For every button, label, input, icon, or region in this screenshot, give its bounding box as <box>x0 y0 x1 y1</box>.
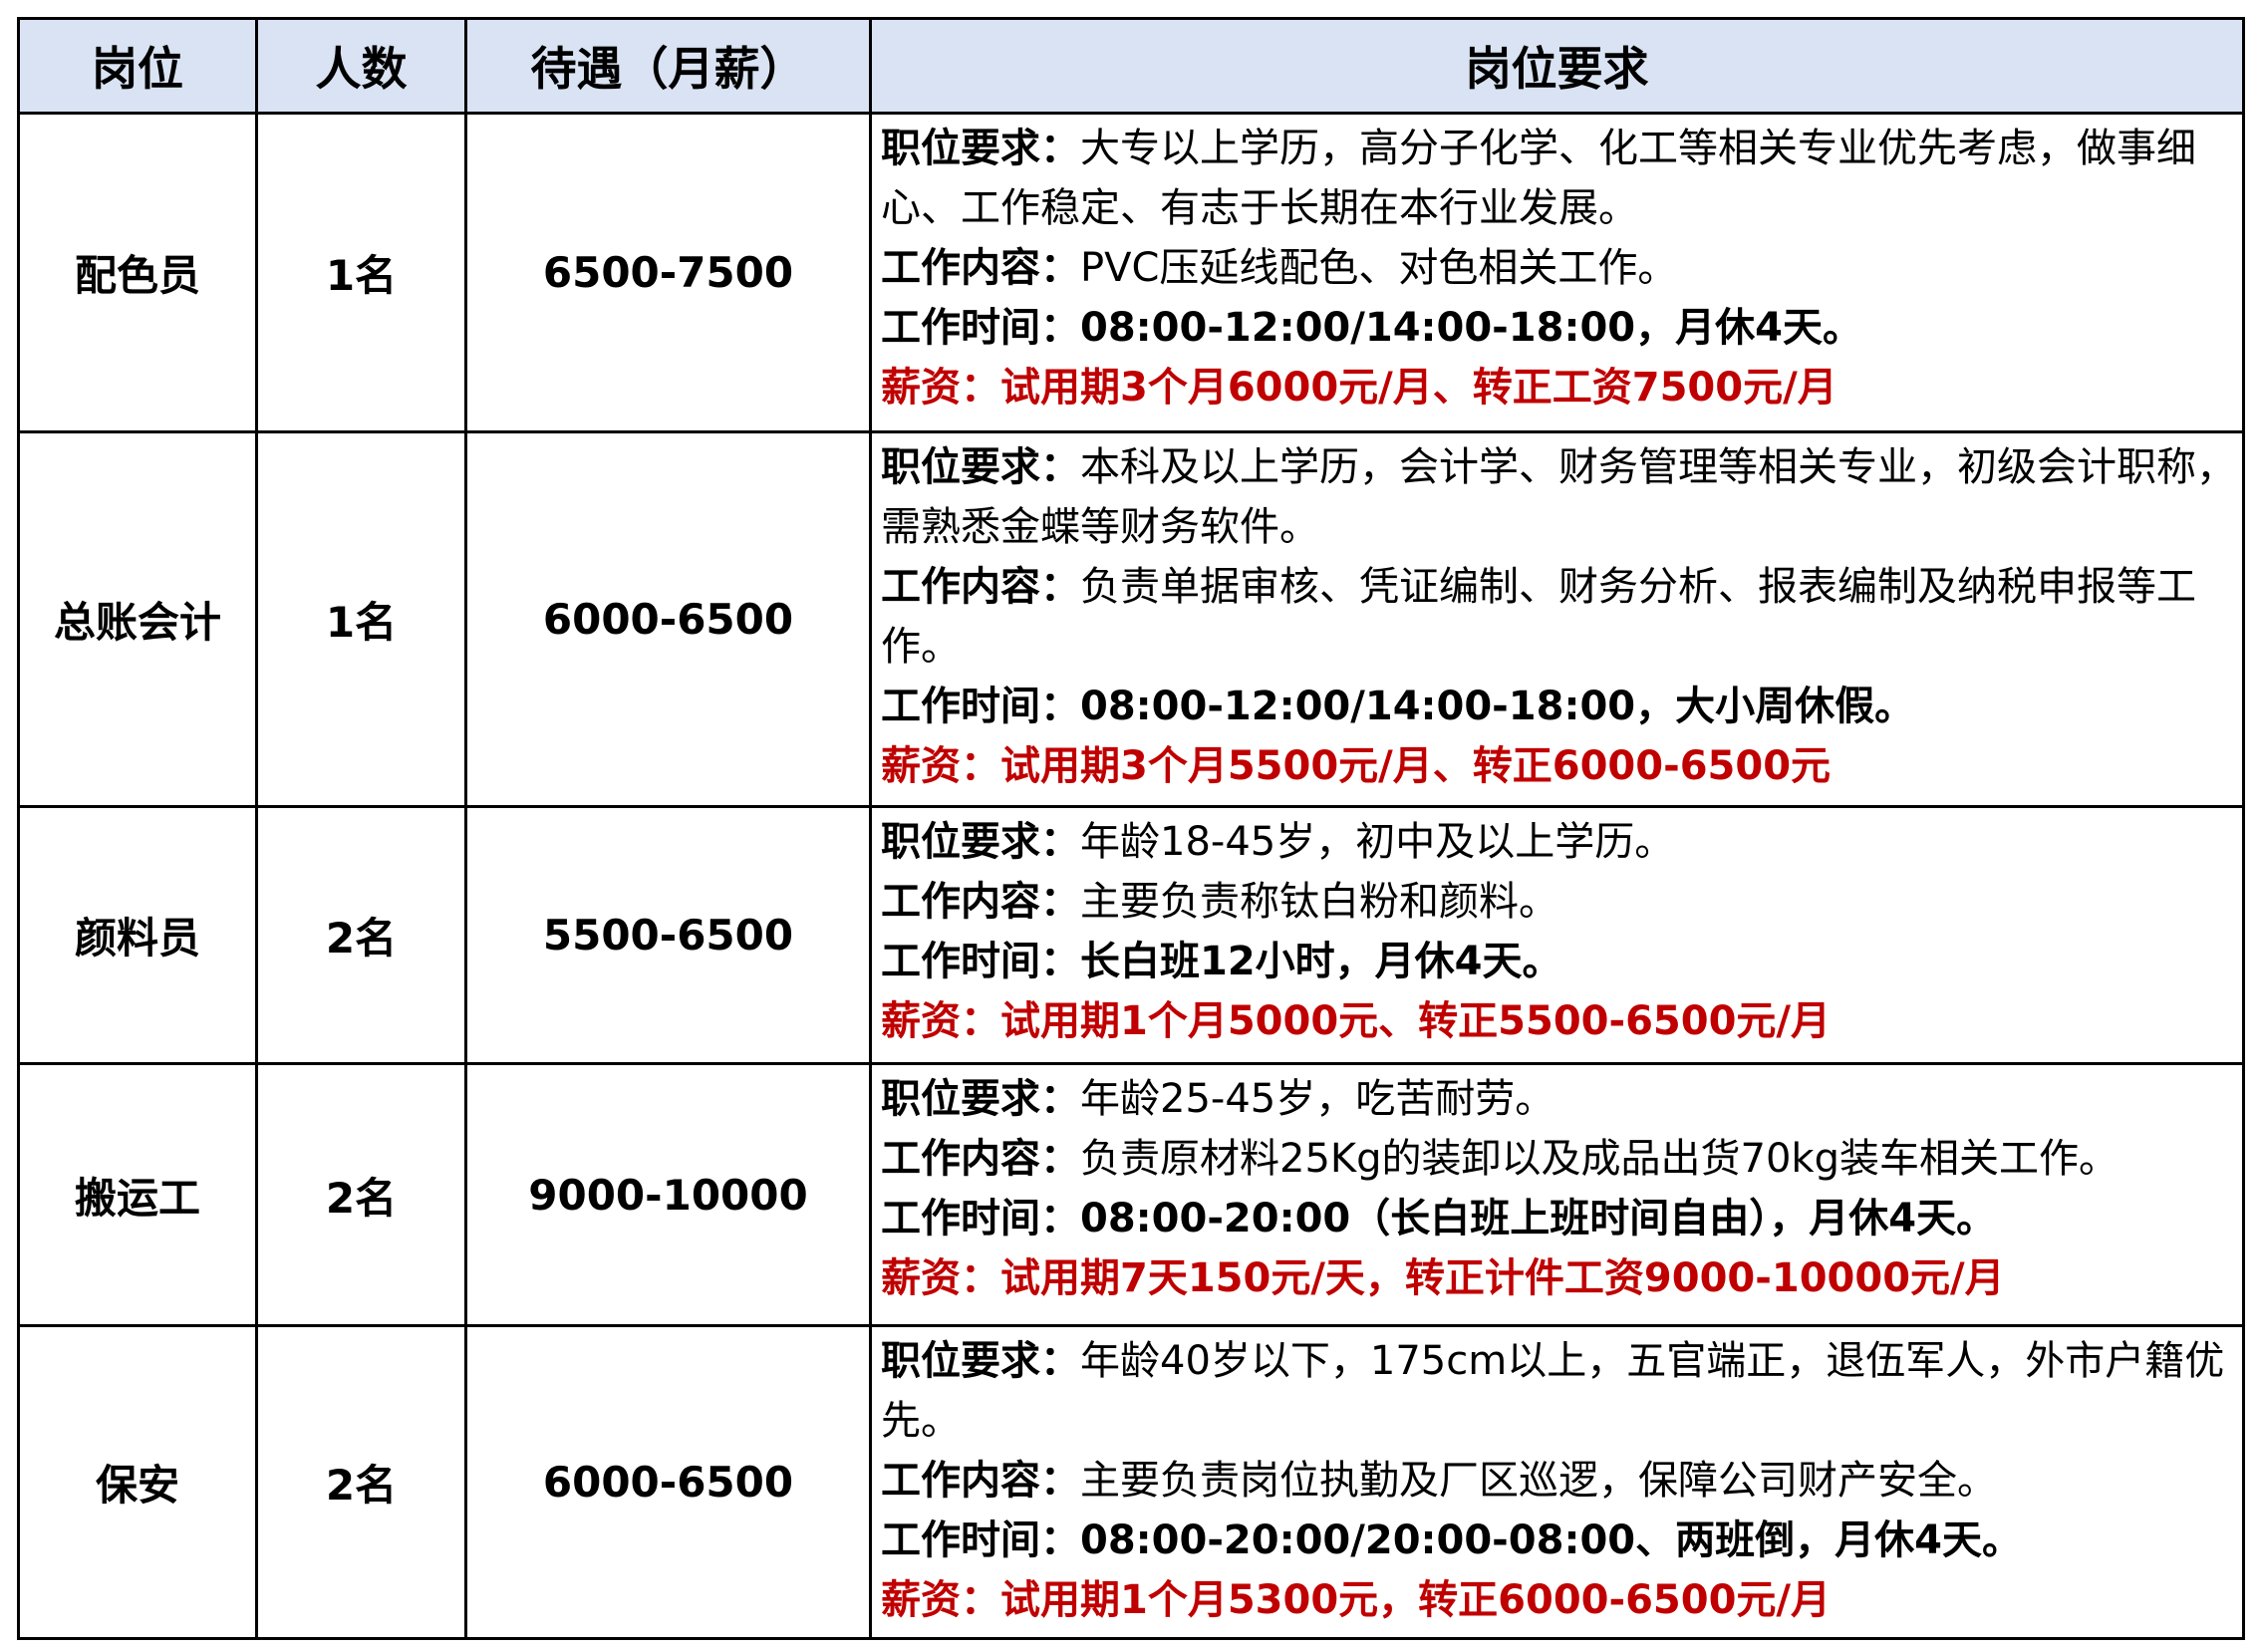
requirement-label: 职位要求： <box>881 1338 1080 1384</box>
pay-line: 薪资：试用期1个月5300元，转正6000-6500元/月 <box>881 1577 1832 1623</box>
table-row: 搬运工 2名 9000-10000 职位要求：年龄25-45岁，吃苦耐劳。 工作内容：负… <box>17 1062 2245 1327</box>
hours-line: 工作时间：08:00-12:00/14:00-18:00，月休4天。 <box>881 305 1862 351</box>
header-salary: 待遇（月薪） <box>464 17 872 115</box>
requirement-text: 本科及以上学历，会计学、财务管理等相关专业，初级会计职称，需熟悉金蝶等财务软件。 <box>881 444 2236 550</box>
table-row: 保安 2名 6000-6500 职位要求：年龄40岁以下，175cm以上，五官端正，退… <box>17 1324 2245 1640</box>
requirement-text: 年龄40岁以下，175cm以上，五官端正，退伍军人，外市户籍优先。 <box>881 1338 2225 1444</box>
content-label: 工作内容： <box>881 1458 1080 1504</box>
pay-line: 薪资：试用期7天150元/天，转正计件工资9000-10000元/月 <box>881 1255 2005 1301</box>
requirement-text: 大专以上学历，高分子化学、化工等相关专业优先考虑，做事细心、工作稳定、有志于长期… <box>881 126 2196 231</box>
count-cell: 1名 <box>255 430 467 808</box>
requirement-label: 职位要求： <box>881 1076 1080 1122</box>
position-cell: 搬运工 <box>17 1062 258 1327</box>
salary-cell: 6500-7500 <box>464 112 872 433</box>
pay-line: 薪资：试用期3个月5500元/月、转正6000-6500元 <box>881 743 1832 789</box>
content-line: 工作内容：主要负责称钛白粉和颜料。 <box>881 872 2236 932</box>
content-label: 工作内容： <box>881 879 1080 925</box>
content-text: 主要负责岗位执勤及厂区巡逻，保障公司财产安全。 <box>1080 1458 1997 1504</box>
header-requirements: 岗位要求 <box>869 17 2245 115</box>
content-text: 主要负责称钛白粉和颜料。 <box>1080 879 1558 925</box>
hours-line: 工作时间：长白班12小时，月休4天。 <box>881 939 1562 984</box>
pay-line: 薪资：试用期1个月5000元、转正5500-6500元/月 <box>881 998 1832 1044</box>
hours-line: 工作时间：08:00-20:00/20:00-08:00、两班倒，月休4天。 <box>881 1517 2022 1563</box>
content-line: 工作内容：负责单据审核、凭证编制、财务分析、报表编制及纳税申报等工作。 <box>881 557 2236 677</box>
content-label: 工作内容： <box>881 245 1080 291</box>
requirement-label: 职位要求： <box>881 126 1080 171</box>
requirement-line: 职位要求：大专以上学历，高分子化学、化工等相关专业优先考虑，做事细心、工作稳定、… <box>881 119 2236 238</box>
content-text: 负责原材料25Kg的装卸以及成品出货70kg装车相关工作。 <box>1080 1136 2119 1182</box>
hours-line: 工作时间：08:00-12:00/14:00-18:00，大小周休假。 <box>881 684 1915 729</box>
header-position: 岗位 <box>17 17 258 115</box>
count-cell: 2名 <box>255 805 467 1065</box>
content-label: 工作内容： <box>881 564 1080 610</box>
header-count: 人数 <box>255 17 467 115</box>
content-text: PVC压延线配色、对色相关工作。 <box>1080 245 1678 291</box>
requirement-line: 职位要求：年龄40岁以下，175cm以上，五官端正，退伍军人，外市户籍优先。 <box>881 1331 2236 1451</box>
count-cell: 2名 <box>255 1062 467 1327</box>
salary-cell: 6000-6500 <box>464 1324 872 1640</box>
content-line: 工作内容：主要负责岗位执勤及厂区巡逻，保障公司财产安全。 <box>881 1451 2236 1511</box>
requirement-text: 年龄18-45岁，初中及以上学历。 <box>1080 819 1675 865</box>
pay-line: 薪资：试用期3个月6000元/月、转正工资7500元/月 <box>881 365 1837 411</box>
content-line: 工作内容：PVC压延线配色、对色相关工作。 <box>881 238 2236 298</box>
job-table: 岗位 人数 待遇（月薪） 岗位要求 配色员 1名 6500-7500 职位要求：大专以… <box>17 17 2245 1640</box>
requirement-label: 职位要求： <box>881 444 1080 490</box>
position-cell: 总账会计 <box>17 430 258 808</box>
requirement-line: 职位要求：年龄18-45岁，初中及以上学历。 <box>881 812 2236 872</box>
content-text: 负责单据审核、凭证编制、财务分析、报表编制及纳税申报等工作。 <box>881 564 2196 670</box>
requirements-cell: 职位要求：大专以上学历，高分子化学、化工等相关专业优先考虑，做事细心、工作稳定、… <box>869 112 2245 433</box>
content-line: 工作内容：负责原材料25Kg的装卸以及成品出货70kg装车相关工作。 <box>881 1129 2236 1189</box>
requirements-cell: 职位要求：本科及以上学历，会计学、财务管理等相关专业，初级会计职称，需熟悉金蝶等… <box>869 430 2245 808</box>
requirements-cell: 职位要求：年龄40岁以下，175cm以上，五官端正，退伍军人，外市户籍优先。 工作… <box>869 1324 2245 1640</box>
requirement-line: 职位要求：年龄25-45岁，吃苦耐劳。 <box>881 1069 2236 1129</box>
table-row: 配色员 1名 6500-7500 职位要求：大专以上学历，高分子化学、化工等相关专业优… <box>17 112 2245 433</box>
requirement-text: 年龄25-45岁，吃苦耐劳。 <box>1080 1076 1555 1122</box>
position-cell: 颜料员 <box>17 805 258 1065</box>
header-row: 岗位 人数 待遇（月薪） 岗位要求 <box>17 17 2245 115</box>
position-cell: 配色员 <box>17 112 258 433</box>
requirement-line: 职位要求：本科及以上学历，会计学、财务管理等相关专业，初级会计职称，需熟悉金蝶等… <box>881 437 2236 557</box>
table-row: 总账会计 1名 6000-6500 职位要求：本科及以上学历，会计学、财务管理等相关专… <box>17 430 2245 808</box>
table-row: 颜料员 2名 5500-6500 职位要求：年龄18-45岁，初中及以上学历。 工作内容… <box>17 805 2245 1065</box>
hours-line: 工作时间：08:00-20:00（长白班上班时间自由），月休4天。 <box>881 1196 1997 1241</box>
content-label: 工作内容： <box>881 1136 1080 1182</box>
salary-cell: 5500-6500 <box>464 805 872 1065</box>
requirement-label: 职位要求： <box>881 819 1080 865</box>
count-cell: 1名 <box>255 112 467 433</box>
salary-cell: 9000-10000 <box>464 1062 872 1327</box>
requirements-cell: 职位要求：年龄25-45岁，吃苦耐劳。 工作内容：负责原材料25Kg的装卸以及成品… <box>869 1062 2245 1327</box>
count-cell: 2名 <box>255 1324 467 1640</box>
position-cell: 保安 <box>17 1324 258 1640</box>
requirements-cell: 职位要求：年龄18-45岁，初中及以上学历。 工作内容：主要负责称钛白粉和颜料。工… <box>869 805 2245 1065</box>
salary-cell: 6000-6500 <box>464 430 872 808</box>
